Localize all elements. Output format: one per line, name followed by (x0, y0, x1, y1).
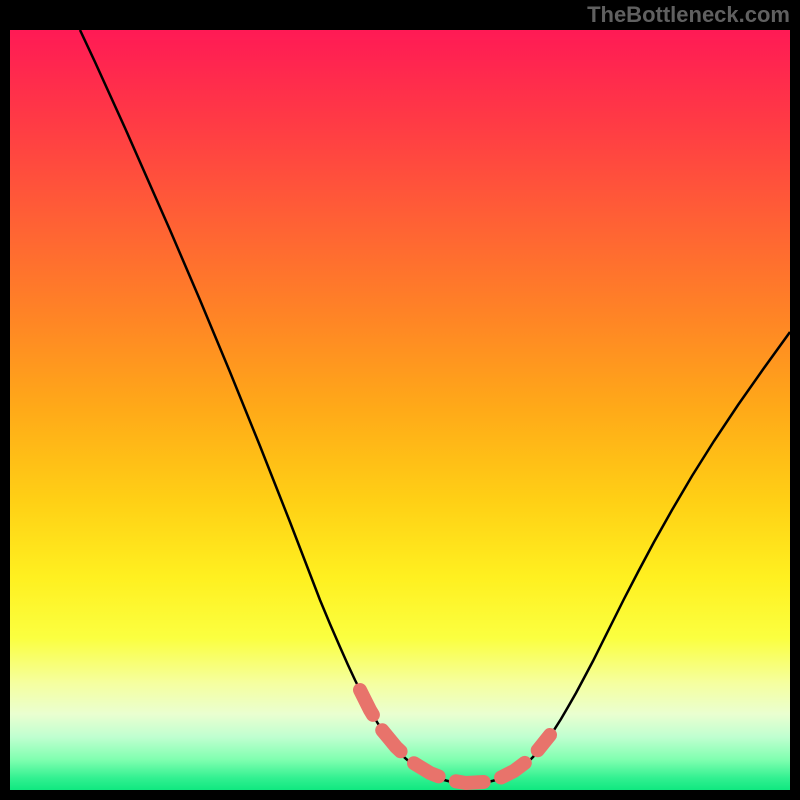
chart-container: TheBottleneck.com (0, 0, 800, 800)
bottleneck-chart (0, 0, 800, 800)
watermark-text: TheBottleneck.com (587, 2, 790, 28)
plot-background (10, 30, 790, 790)
